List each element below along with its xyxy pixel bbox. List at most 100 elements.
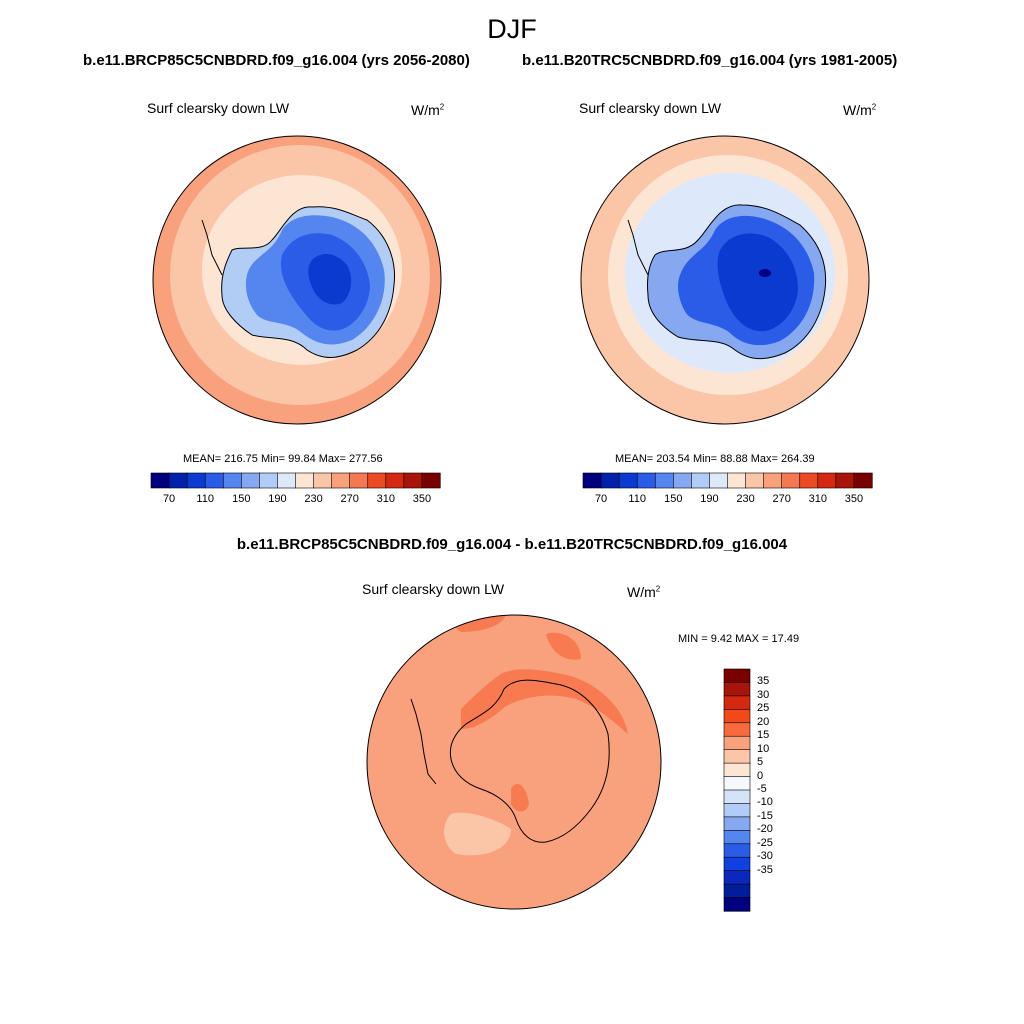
diff-colorbar-tick-label: 20 (757, 715, 770, 728)
panel-a-colorbar-tick-label: 110 (196, 493, 214, 505)
panel-b-colorbar-box (745, 472, 765, 489)
diff-colorbar-tick-label: -35 (757, 863, 773, 876)
panel-a-colorbar-box (222, 472, 242, 489)
diff-colorbar-box (723, 709, 751, 724)
diff-colorbar-box (723, 856, 751, 872)
diff-colorbar-box (723, 749, 751, 764)
diff-colorbar-tick-label: 10 (757, 742, 770, 755)
panel-a-colorbar-box (259, 472, 279, 489)
case-b-title: b.e11.B20TRC5CNBDRD.f09_g16.004 (yrs 198… (522, 52, 898, 69)
diff-colorbar-box (723, 735, 751, 751)
panel-a-peninsula-coast (201, 219, 223, 276)
panel-a-variable: Surf clearsky down LW (147, 100, 290, 116)
panel-b-colorbar-box (835, 472, 855, 489)
panel-b-colorbar-box (673, 472, 692, 489)
panel-b-colorbar-box (781, 472, 801, 489)
panel-b-colorbar-box (582, 472, 602, 489)
panel-a-colorbar-box (331, 472, 351, 489)
diff-stats: MIN = 9.42 MAX = 17.49 (678, 633, 800, 645)
panel-b-colorbar-box (691, 472, 711, 489)
panel-b-colorbar-box (600, 472, 620, 489)
panel-a-map (152, 135, 442, 425)
panel-a-colorbar-box (367, 472, 387, 489)
panel-a-colorbar-box (421, 472, 441, 489)
diff-colorbar-tick-label: -20 (757, 823, 773, 836)
panel-b-colorbar-tick-label: 150 (664, 493, 683, 505)
diff-units: W/m2 (627, 584, 660, 600)
panel-a-colorbar-box (150, 472, 170, 489)
panel-a-ice-core (308, 253, 352, 305)
case-a-title: b.e11.BRCP85C5CNBDRD.f09_g16.004 (yrs 20… (83, 52, 470, 69)
panel-a-units-exp: 2 (439, 102, 445, 112)
panel-b-colorbar-box (853, 472, 873, 489)
panel-a-coastline (221, 206, 396, 358)
panel-b-coastline (647, 204, 827, 360)
diff-colorbar-box (723, 830, 751, 845)
panel-b-colorbar-tick-label: 70 (594, 493, 608, 505)
panel-b-colorbar-box (709, 472, 729, 489)
diff-colorbar-tick-label: -30 (757, 850, 773, 863)
panel-b-colorbar (582, 472, 873, 489)
panel-b-ice-inner (717, 233, 798, 332)
diff-colorbar-tick-label: 5 (757, 756, 764, 769)
panel-a-stats: MEAN= 216.75 Min= 99.84 Max= 277.56 (183, 453, 383, 465)
diff-colorbar-box (723, 816, 751, 831)
panel-b-colorbar-box (763, 472, 783, 489)
panel-b-colorbar-tick-label: 230 (736, 493, 755, 505)
panel-b-colorbar-box (618, 472, 638, 489)
diff-colorbar-box (723, 803, 751, 818)
panel-b-units-exp: 2 (871, 102, 877, 112)
panel-b-colorbar-tick-label: 310 (808, 493, 827, 505)
panel-a-colorbar-tick-label: 270 (340, 493, 359, 505)
diff-colorbar-box (723, 722, 751, 737)
panel-a-colorbar-box (313, 472, 333, 489)
panel-a-colorbar-tick-label: 190 (268, 493, 287, 505)
diff-colorbar-box (723, 870, 751, 885)
panel-a-colorbar-tick-label: 350 (412, 493, 432, 505)
panel-a-map-border (152, 135, 442, 425)
diff-patch-top-right (546, 632, 581, 660)
panel-b-colorbar-tick-label: 190 (700, 493, 719, 505)
panel-a-colorbar-tick-label: 70 (162, 493, 176, 505)
panel-b-colorbar-box (654, 472, 674, 489)
panel-b-peninsula-coast (627, 219, 649, 276)
panel-b-units: W/m2 (843, 102, 876, 118)
diff-map-border (366, 614, 662, 910)
diff-colorbar-box (723, 789, 751, 805)
panel-a-colorbar-box (186, 472, 206, 489)
diff-background-15-20 (367, 615, 661, 909)
panel-b-map (580, 135, 870, 425)
panel-b-colorbar-box (727, 472, 747, 489)
diff-colorbar-box (723, 695, 751, 710)
diff-patch-low (444, 812, 511, 856)
panel-b-stats: MEAN= 203.54 Min= 88.88 Max= 264.39 (615, 453, 815, 465)
diff-colorbar (723, 668, 751, 912)
diff-colorbar-tick-label: 0 (757, 769, 764, 782)
diff-colorbar-box (723, 668, 751, 684)
panel-b-colorbar-tick-label: 270 (772, 493, 791, 505)
panel-a-colorbar-box (204, 472, 224, 489)
diff-colorbar-tick-label: -15 (757, 809, 773, 822)
panel-a-colorbar-tick-label: 310 (376, 493, 395, 505)
diff-colorbar-box (723, 883, 751, 899)
panel-a-units-base: W/m (411, 102, 440, 118)
panel-b-colorbar-box (799, 472, 819, 489)
panel-a-colorbar-box (349, 472, 369, 489)
diff-patch-ross (511, 784, 529, 812)
diff-colorbar-box (723, 762, 751, 778)
panel-a-colorbar-box (168, 472, 188, 489)
panel-a-colorbar (150, 472, 441, 489)
panel-a-colorbar-box (277, 472, 297, 489)
diff-units-base: W/m (627, 584, 656, 600)
panel-a-colorbar-tick-label: 150 (232, 493, 251, 505)
panel-a-colorbar-box (241, 472, 260, 489)
panel-a-units: W/m2 (411, 102, 444, 118)
diff-colorbar-tick-label: 25 (757, 702, 770, 715)
panel-a-colorbar-box (295, 472, 315, 489)
diff-colorbar-box (723, 897, 751, 912)
diff-colorbar-tick-label: 15 (757, 729, 770, 742)
panel-b-colorbar-tick-label: 350 (844, 493, 864, 505)
panel-a-colorbar-tick-label: 230 (304, 493, 323, 505)
panel-b-map-border (580, 135, 870, 425)
diff-colorbar-box (723, 776, 751, 791)
